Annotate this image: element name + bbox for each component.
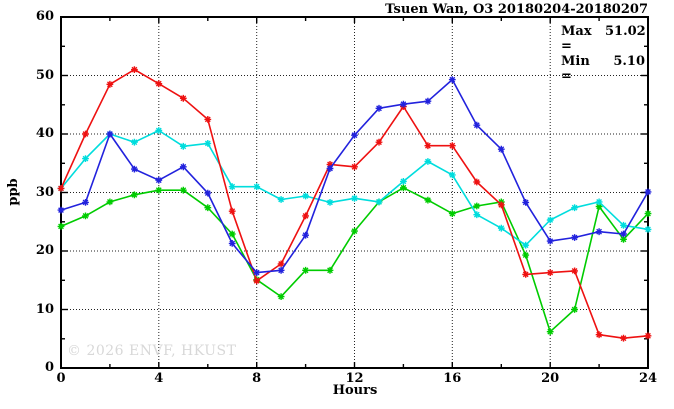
x-tick-label: 16 <box>443 371 462 386</box>
y-tick-label: 10 <box>35 301 54 317</box>
chart-title: Tsuen Wan, O3 20180204-20180207 <box>385 2 648 17</box>
series-green-markers <box>57 184 652 336</box>
x-tick-label: 4 <box>154 371 164 386</box>
max-label: Max = <box>561 24 592 54</box>
y-tick-label: 20 <box>35 243 54 258</box>
y-tick-label: 0 <box>44 360 54 375</box>
y-tick-label: 50 <box>35 67 54 83</box>
series-red-markers <box>57 66 652 342</box>
x-tick-label: 8 <box>252 371 262 386</box>
min-stat: Min = 5.10 <box>561 54 645 84</box>
stats-box: Max = 51.02 Min = 5.10 <box>561 24 646 84</box>
y-tick-label: 60 <box>35 9 54 24</box>
x-tick-label: 20 <box>541 371 560 386</box>
min-label: Min = <box>561 54 590 84</box>
watermark: © 2026 ENVF, HKUST <box>67 343 237 359</box>
x-axis-tick-labels: 0 4 8 12 16 20 24 <box>0 371 674 387</box>
series-blue-markers <box>57 76 652 276</box>
x-axis-label: Hours <box>332 383 378 398</box>
y-axis-tick-labels: 0 10 20 30 40 50 60 <box>0 0 54 409</box>
y-tick-label: 30 <box>35 184 54 200</box>
x-tick-label: 0 <box>56 371 66 386</box>
y-tick-label: 40 <box>35 126 54 141</box>
y-axis-label: ppb <box>6 178 21 206</box>
x-tick-label: 12 <box>345 371 364 386</box>
max-stat: Max = 51.02 <box>561 24 646 54</box>
min-value: 5.10 <box>613 54 645 69</box>
x-tick-label: 24 <box>638 371 658 386</box>
max-value: 51.02 <box>605 24 646 39</box>
